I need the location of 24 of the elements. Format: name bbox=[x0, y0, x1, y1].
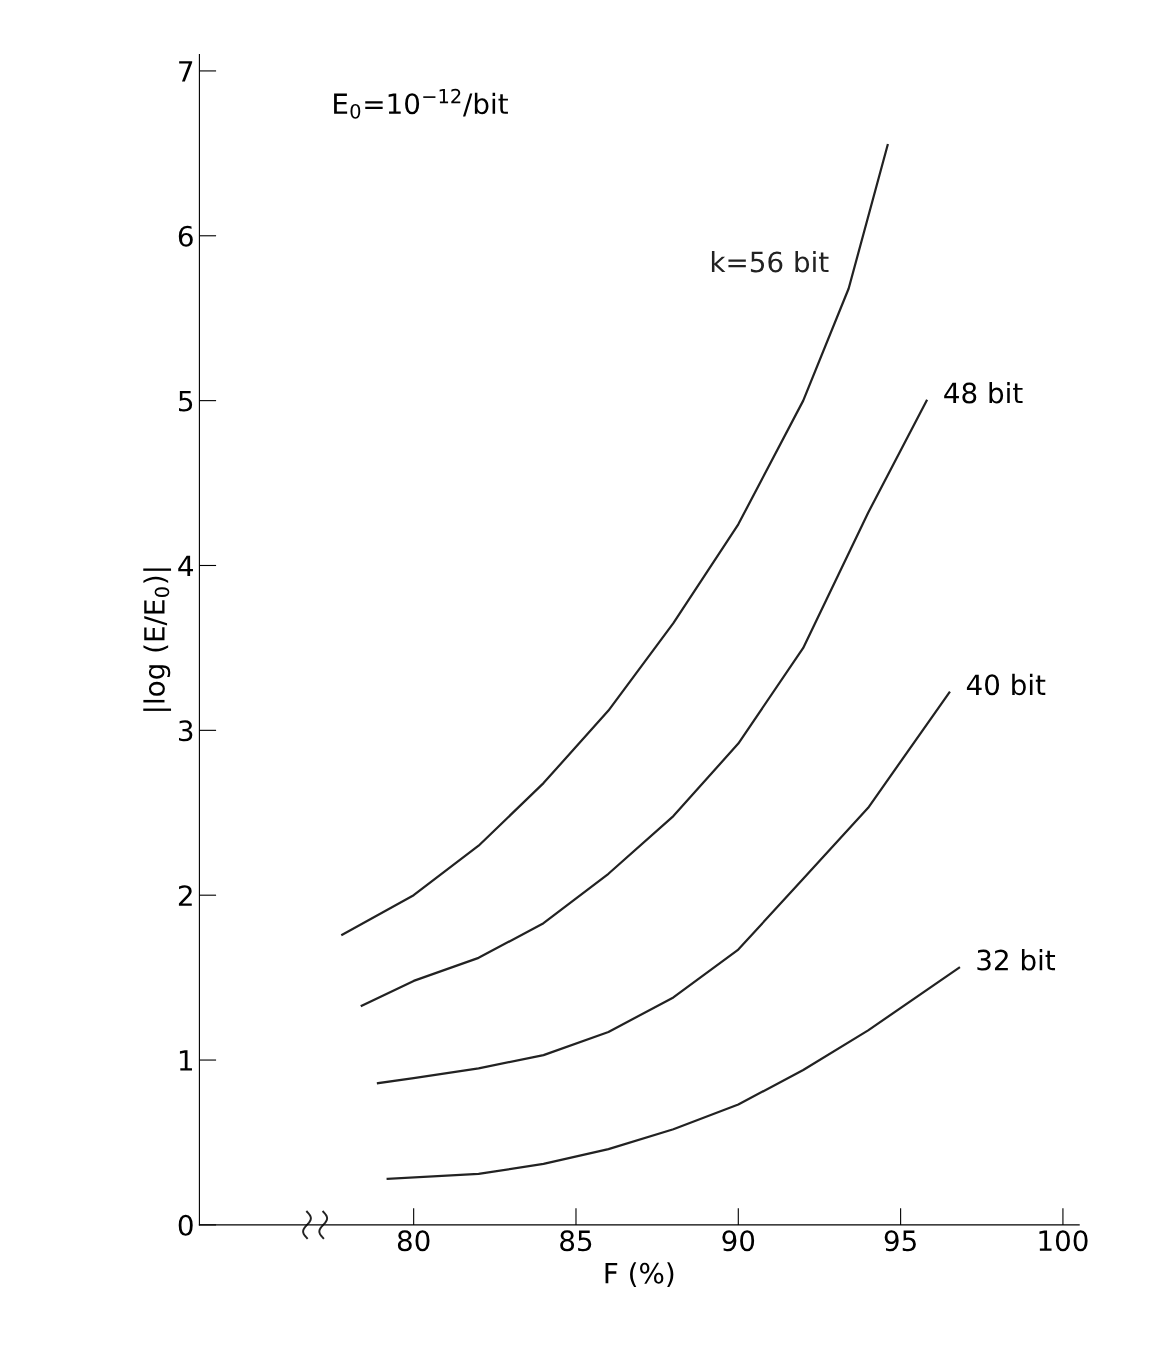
y-tick-label: 6 bbox=[178, 225, 193, 247]
y-axis-title: |log (E/E$_{0}$)| bbox=[143, 568, 172, 711]
series-label: 48 bit bbox=[944, 381, 1023, 404]
line-series bbox=[341, 144, 889, 936]
series-label: k=56 bit bbox=[711, 250, 829, 273]
line-series bbox=[360, 399, 928, 1007]
x-tick-label: 80 bbox=[397, 1230, 430, 1252]
y-tick-label: 1 bbox=[179, 1050, 192, 1071]
series-label: 32 bit bbox=[977, 949, 1056, 971]
x-tick-label: 90 bbox=[722, 1230, 755, 1252]
line-series bbox=[386, 966, 961, 1180]
line-series bbox=[376, 691, 951, 1085]
x-tick-label: 100 bbox=[1039, 1230, 1088, 1252]
x-axis-title: F (%) bbox=[605, 1262, 674, 1287]
y-tick-label: 2 bbox=[178, 885, 192, 906]
x-tick-label: 85 bbox=[560, 1230, 592, 1252]
x-tick-label: 95 bbox=[884, 1230, 916, 1252]
y-tick-label: 3 bbox=[178, 720, 193, 742]
y-tick-label: 4 bbox=[178, 555, 193, 577]
y-tick-label: 7 bbox=[179, 61, 193, 82]
y-tick-label: 5 bbox=[179, 390, 193, 412]
series-label: 40 bit bbox=[966, 673, 1046, 696]
annotation: E$_{0}$=10$^{−12}$/bit bbox=[334, 88, 508, 119]
y-tick-label: 0 bbox=[178, 1214, 193, 1236]
